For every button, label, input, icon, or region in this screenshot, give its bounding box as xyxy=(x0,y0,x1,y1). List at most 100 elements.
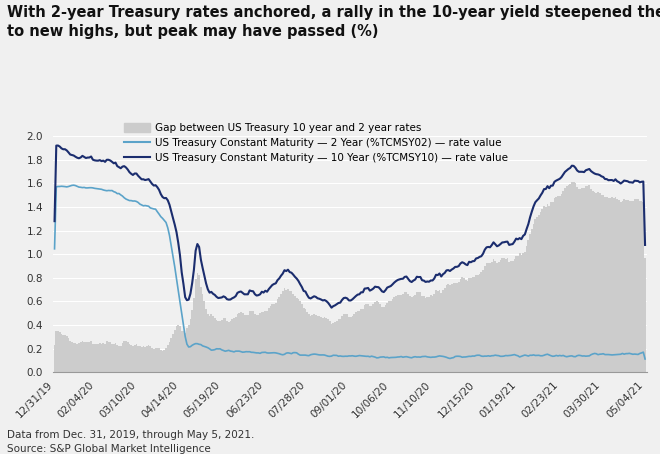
Bar xyxy=(432,296,434,372)
Bar xyxy=(66,336,67,372)
Bar xyxy=(336,321,338,372)
Bar xyxy=(252,311,254,372)
Bar xyxy=(132,346,134,372)
Bar xyxy=(343,314,345,372)
Bar xyxy=(616,199,618,372)
Bar xyxy=(517,256,519,372)
Bar xyxy=(468,278,470,372)
Bar xyxy=(378,302,380,372)
Bar xyxy=(399,295,401,372)
Bar xyxy=(641,201,642,372)
Bar xyxy=(149,346,151,372)
Bar xyxy=(366,304,367,372)
Bar xyxy=(611,197,613,372)
Bar xyxy=(75,343,77,372)
Bar xyxy=(90,341,92,372)
Bar xyxy=(411,296,412,372)
Bar xyxy=(578,189,579,372)
Bar xyxy=(301,304,303,372)
Bar xyxy=(637,199,639,372)
Bar xyxy=(456,283,458,372)
Bar xyxy=(521,255,522,372)
Bar xyxy=(502,258,503,372)
Bar xyxy=(148,345,149,372)
Bar xyxy=(217,321,219,372)
Bar xyxy=(71,342,73,372)
Bar xyxy=(279,297,280,372)
Bar xyxy=(538,216,540,372)
Bar xyxy=(388,301,390,372)
Bar xyxy=(531,228,533,372)
Bar xyxy=(576,187,578,372)
Bar xyxy=(379,304,381,372)
Bar xyxy=(99,343,101,372)
Bar xyxy=(78,344,80,372)
Bar xyxy=(463,278,465,372)
Bar xyxy=(233,318,235,372)
Bar xyxy=(184,333,186,372)
Bar xyxy=(426,297,428,372)
Bar xyxy=(467,281,468,372)
Bar xyxy=(304,309,306,372)
Bar xyxy=(386,302,388,372)
Bar xyxy=(203,301,205,372)
Bar xyxy=(94,344,96,372)
Bar xyxy=(353,314,355,372)
Bar xyxy=(207,314,209,372)
Bar xyxy=(202,294,203,372)
Bar xyxy=(298,299,299,372)
Bar xyxy=(369,306,371,372)
Bar xyxy=(154,348,156,372)
Bar xyxy=(594,192,595,372)
Bar xyxy=(550,202,552,372)
Bar xyxy=(364,305,366,372)
Bar xyxy=(108,341,110,372)
Bar xyxy=(533,224,535,372)
Bar xyxy=(69,341,71,372)
Bar xyxy=(535,219,536,372)
Bar xyxy=(418,292,420,372)
Bar xyxy=(548,206,550,372)
Bar xyxy=(299,301,301,372)
Bar xyxy=(97,344,99,372)
Bar xyxy=(271,304,273,372)
Bar xyxy=(162,351,164,372)
Bar xyxy=(381,307,383,372)
Bar xyxy=(193,298,195,372)
Bar xyxy=(478,274,480,372)
Bar xyxy=(489,263,491,372)
Bar xyxy=(73,343,75,372)
Bar xyxy=(88,342,90,372)
Bar xyxy=(77,344,78,372)
Bar xyxy=(317,316,318,372)
Bar xyxy=(482,270,484,372)
Bar xyxy=(172,334,174,372)
Bar xyxy=(240,312,242,372)
Bar xyxy=(341,316,343,372)
Bar xyxy=(61,335,63,372)
Bar xyxy=(83,342,85,372)
Bar xyxy=(121,343,123,372)
Bar xyxy=(484,266,486,372)
Bar xyxy=(346,315,348,372)
Bar xyxy=(507,258,508,372)
Bar xyxy=(608,198,609,372)
Bar xyxy=(129,344,130,372)
Bar xyxy=(236,314,238,372)
Bar xyxy=(494,262,496,372)
Bar xyxy=(167,345,169,372)
Bar xyxy=(566,186,568,372)
Bar xyxy=(618,200,620,372)
Bar xyxy=(296,298,298,372)
Bar xyxy=(214,317,216,372)
Bar xyxy=(226,321,228,372)
Bar xyxy=(527,240,529,372)
Bar xyxy=(228,321,230,372)
Bar xyxy=(348,317,350,372)
Bar xyxy=(603,196,604,372)
Bar xyxy=(372,304,374,372)
Bar xyxy=(562,191,564,372)
Bar xyxy=(407,294,409,372)
Bar xyxy=(555,197,557,372)
Bar xyxy=(178,325,179,372)
